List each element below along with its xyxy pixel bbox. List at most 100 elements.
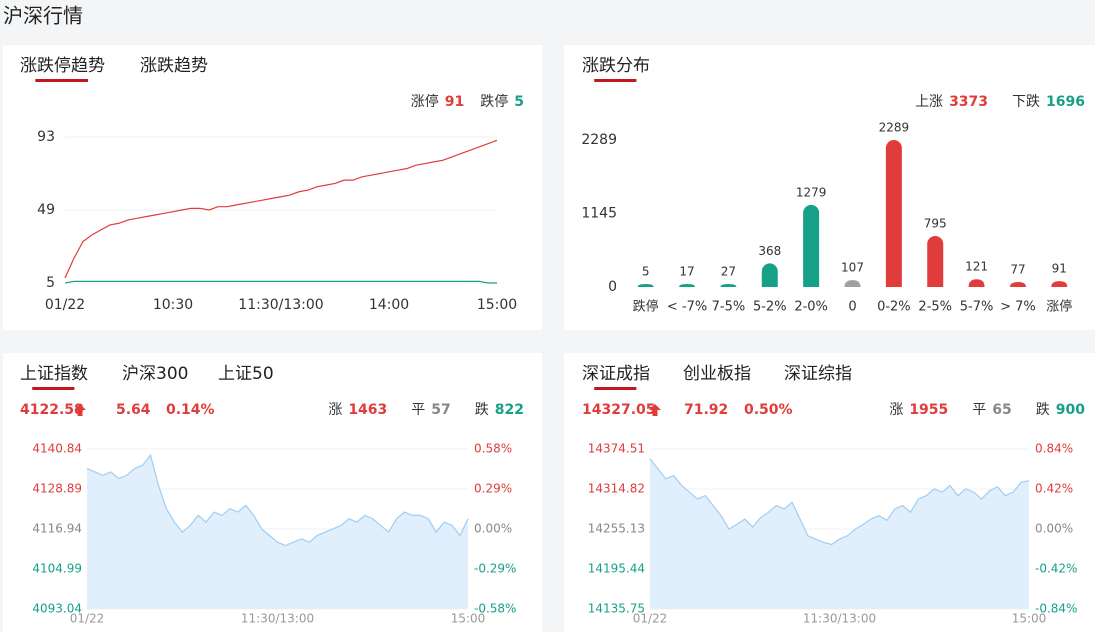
tab[interactable]: 涨跌停趋势 bbox=[20, 56, 105, 76]
panel bbox=[3, 45, 542, 330]
index-price: 14327.05 bbox=[582, 402, 656, 418]
tab[interactable]: 上证50 bbox=[218, 364, 274, 384]
stats: 涨 1955 平 65 跌 900 bbox=[889, 402, 1085, 418]
series-area bbox=[650, 458, 1029, 609]
tab[interactable]: 深证综指 bbox=[784, 364, 852, 384]
x-tick-label: 0-2% bbox=[877, 300, 911, 315]
up-arrow bbox=[74, 404, 86, 416]
bar-value-label: 795 bbox=[924, 216, 947, 230]
y-tick-label: 1145 bbox=[581, 205, 617, 221]
stat-value: 91 bbox=[445, 94, 464, 110]
y-tick-label: 4116.94 bbox=[32, 522, 82, 536]
series-area bbox=[87, 455, 468, 609]
bar-value-label: 368 bbox=[758, 244, 781, 258]
x-tick-label: 11:30/13:00 bbox=[238, 297, 323, 313]
y-tick-label: 4104.99 bbox=[32, 562, 82, 576]
bar bbox=[637, 284, 654, 287]
stat-label: 涨停 bbox=[411, 93, 439, 110]
bar bbox=[968, 279, 985, 287]
tab[interactable]: 深证成指 bbox=[582, 364, 650, 384]
x-tick-label: < -7% bbox=[667, 300, 707, 315]
bar bbox=[885, 140, 902, 287]
x-tick-label: 5-2% bbox=[753, 300, 787, 315]
bar bbox=[679, 284, 696, 287]
y2-tick-label: 0.29% bbox=[474, 482, 512, 496]
y-tick-label: 14314.82 bbox=[588, 482, 645, 496]
y-tick-label: 0 bbox=[608, 279, 617, 295]
stat-label: 上涨 bbox=[915, 94, 943, 110]
y-tick-label: 5 bbox=[46, 275, 55, 291]
stat-value: 65 bbox=[992, 402, 1011, 418]
tab-underline bbox=[35, 79, 88, 82]
stat-value: 1955 bbox=[909, 402, 948, 418]
x-tick-label: 2-5% bbox=[918, 300, 952, 315]
tab[interactable]: 涨跌分布 bbox=[582, 56, 650, 76]
bar-value-label: 2289 bbox=[879, 121, 910, 135]
x-tick-label: 11:30/13:00 bbox=[803, 612, 876, 626]
y-tick-label: 14195.44 bbox=[588, 562, 645, 576]
index-change-pct: 0.50% bbox=[744, 402, 793, 418]
stat-value: 822 bbox=[495, 402, 524, 418]
series-line bbox=[64, 280, 497, 284]
y2-tick-label: 0.42% bbox=[1035, 482, 1073, 496]
y2-tick-label: 0.84% bbox=[1035, 442, 1073, 456]
x-tick-label: 01/22 bbox=[70, 612, 105, 626]
x-tick-label: 15:00 bbox=[1012, 612, 1047, 626]
stats: 上涨 3373 下跌 1696 bbox=[915, 94, 1085, 110]
stat-label: 跌 bbox=[1036, 402, 1050, 418]
stat-value: 3373 bbox=[949, 94, 988, 110]
stat-value: 5 bbox=[514, 94, 524, 110]
bar-value-label: 107 bbox=[841, 261, 864, 275]
stat-label: 涨 bbox=[889, 402, 903, 418]
y-tick-label: 14374.51 bbox=[588, 442, 645, 456]
x-tick-label: 2-0% bbox=[794, 300, 828, 315]
y-tick-label: 4140.84 bbox=[32, 442, 82, 456]
x-tick-label: 01/22 bbox=[633, 612, 668, 626]
tab-underline bbox=[32, 387, 75, 390]
stat-label: 平 bbox=[972, 402, 986, 418]
y2-tick-label: 0.58% bbox=[474, 442, 512, 456]
bar bbox=[761, 263, 778, 287]
y-tick-label: 93 bbox=[37, 129, 55, 145]
series-line bbox=[64, 139, 498, 279]
y2-tick-label: 0.00% bbox=[1035, 522, 1073, 536]
y2-tick-label: -0.84% bbox=[1035, 602, 1077, 616]
bar-value-label: 27 bbox=[721, 265, 736, 279]
stat-label: 跌 bbox=[475, 402, 489, 418]
stats: 涨停 91 跌停 5 bbox=[411, 93, 524, 110]
y2-tick-label: 0.00% bbox=[474, 522, 512, 536]
page-title: 沪深行情 bbox=[3, 4, 83, 28]
tab[interactable]: 创业板指 bbox=[683, 364, 751, 384]
stat-value: 900 bbox=[1056, 402, 1085, 418]
stat-value: 57 bbox=[431, 402, 450, 418]
stat-value: 1696 bbox=[1046, 94, 1085, 110]
y2-tick-label: -0.42% bbox=[1035, 562, 1077, 576]
panel bbox=[564, 45, 1095, 330]
stat-value: 1463 bbox=[348, 402, 387, 418]
x-tick-label: > 7% bbox=[1000, 300, 1036, 315]
tab[interactable]: 上证指数 bbox=[20, 364, 88, 384]
y-tick-label: 14255.13 bbox=[588, 522, 645, 536]
y-tick-label: 14135.75 bbox=[588, 602, 645, 616]
bar bbox=[844, 280, 861, 287]
series-line bbox=[649, 458, 1030, 546]
bar-value-label: 121 bbox=[965, 260, 988, 274]
y-tick-label: 2289 bbox=[581, 132, 617, 148]
bar-value-label: 91 bbox=[1052, 262, 1067, 276]
tab[interactable]: 沪深300 bbox=[122, 364, 188, 384]
x-tick-label: 7-5% bbox=[712, 300, 746, 315]
index-change: 71.92 bbox=[684, 402, 728, 418]
x-tick-label: 15:00 bbox=[451, 612, 486, 626]
stat-label: 跌停 bbox=[480, 93, 508, 110]
index-price: 4122.58 bbox=[20, 402, 84, 418]
tab[interactable]: 涨跌趋势 bbox=[140, 56, 208, 76]
bar-value-label: 5 bbox=[642, 265, 650, 279]
x-tick-label: 11:30/13:00 bbox=[241, 612, 314, 626]
bar-value-label: 1279 bbox=[796, 185, 827, 199]
x-tick-label: 15:00 bbox=[477, 297, 517, 313]
x-tick-label: 14:00 bbox=[369, 297, 409, 313]
y-tick-label: 4093.04 bbox=[32, 602, 82, 616]
x-tick-label: 跌停 bbox=[633, 299, 659, 315]
x-tick-label: 5-7% bbox=[960, 300, 994, 315]
